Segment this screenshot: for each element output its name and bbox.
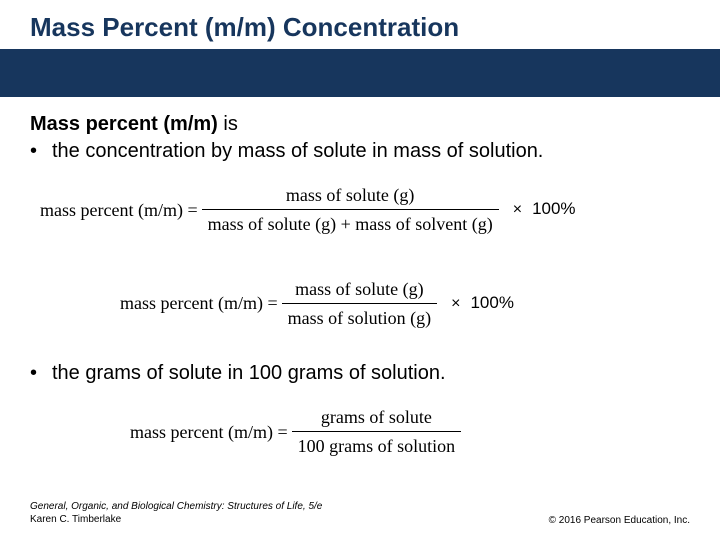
bullet-2: • the grams of solute in 100 grams of so… bbox=[30, 360, 690, 387]
formula-2-den: mass of solution (g) bbox=[282, 303, 438, 330]
intro-rest: is bbox=[218, 113, 238, 135]
bullet-1-text: the concentration by mass of solute in m… bbox=[52, 138, 543, 165]
formula-1-num: mass of solute (g) bbox=[280, 183, 420, 209]
title-banner bbox=[0, 49, 720, 97]
intro-line: Mass percent (m/m) is bbox=[30, 111, 690, 138]
content-area: Mass percent (m/m) is • the concentratio… bbox=[0, 97, 720, 459]
formula-1: mass percent (m/m) = mass of solute (g) … bbox=[30, 183, 690, 237]
bullet-marker: • bbox=[30, 360, 52, 387]
formula-1-lhs: mass percent (m/m) = bbox=[40, 198, 198, 222]
formula-1-fraction: mass of solute (g) mass of solute (g) + … bbox=[202, 183, 499, 237]
formula-3-fraction: grams of solute 100 grams of solution bbox=[292, 405, 462, 459]
times-icon: × bbox=[451, 293, 460, 315]
bullet-1: • the concentration by mass of solute in… bbox=[30, 138, 690, 165]
formula-1-pct: 100% bbox=[532, 198, 575, 221]
footer-left: General, Organic, and Biological Chemist… bbox=[30, 500, 322, 526]
formula-2-lhs: mass percent (m/m) = bbox=[120, 291, 278, 315]
formula-2-num: mass of solute (g) bbox=[289, 277, 429, 303]
footer-copyright: © 2016 Pearson Education, Inc. bbox=[549, 515, 690, 526]
footer-book: General, Organic, and Biological Chemist… bbox=[30, 500, 322, 513]
times-icon: × bbox=[513, 199, 522, 221]
formula-3: mass percent (m/m) = grams of solute 100… bbox=[30, 405, 690, 459]
formula-3-num: grams of solute bbox=[315, 405, 438, 431]
formula-2-fraction: mass of solute (g) mass of solution (g) bbox=[282, 277, 438, 331]
formula-3-den: 100 grams of solution bbox=[292, 431, 462, 458]
footer-author: Karen C. Timberlake bbox=[30, 513, 322, 526]
footer: General, Organic, and Biological Chemist… bbox=[30, 500, 690, 526]
formula-1-den: mass of solute (g) + mass of solvent (g) bbox=[202, 209, 499, 236]
formula-2-pct: 100% bbox=[470, 292, 513, 315]
formula-2: mass percent (m/m) = mass of solute (g) … bbox=[30, 277, 690, 331]
formula-3-lhs: mass percent (m/m) = bbox=[130, 420, 288, 444]
bullet-marker: • bbox=[30, 138, 52, 165]
bullet-2-text: the grams of solute in 100 grams of solu… bbox=[52, 360, 446, 387]
intro-bold: Mass percent (m/m) bbox=[30, 113, 218, 135]
slide-title: Mass Percent (m/m) Concentration bbox=[0, 0, 720, 49]
